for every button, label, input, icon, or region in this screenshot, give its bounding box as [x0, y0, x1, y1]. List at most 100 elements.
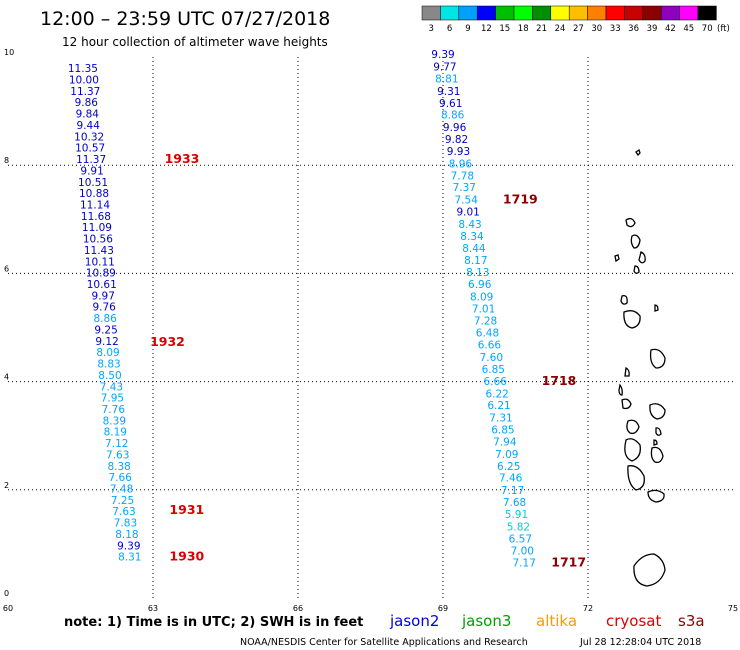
chart-subtitle: 12 hour collection of altimeter wave hei… [62, 35, 328, 49]
wave-height-label: 8.86 [441, 110, 465, 122]
color-scale-label: 39 [647, 24, 658, 34]
island-outline [649, 403, 666, 420]
color-scale-label: 15 [499, 24, 510, 34]
wave-height-label: 8.50 [98, 370, 121, 382]
wave-height-label: 9.91 [80, 165, 103, 177]
wave-height-label: 9.25 [94, 324, 117, 336]
wave-height-label: 6.48 [476, 328, 499, 340]
wave-height-label: 8.43 [458, 219, 481, 231]
wave-height-label: 10.57 [75, 143, 105, 155]
wave-height-label: 7.68 [503, 497, 526, 509]
wave-height-label: 8.39 [103, 415, 126, 427]
wave-height-label: 9.44 [77, 120, 101, 132]
wave-height-label: 9.31 [437, 86, 460, 98]
wave-height-label: 11.35 [68, 63, 98, 75]
footer-note: note: 1) Time is in UTC; 2) SWH is in fe… [64, 615, 363, 630]
track-right: 9.399.778.819.319.618.869.969.829.938.96… [431, 49, 586, 570]
color-scale-label: 27 [573, 24, 584, 34]
wave-height-label: 6.66 [484, 376, 508, 388]
time-label: 1717 [551, 555, 586, 570]
wave-height-label: 10.00 [69, 75, 99, 87]
island-outline [620, 295, 628, 305]
track-left: 11.3510.0011.379.869.849.4410.3210.5711.… [68, 63, 205, 564]
wave-height-label: 7.31 [489, 413, 512, 425]
color-scale-swatch [605, 5, 625, 21]
y-tick-label: 0 [4, 589, 9, 598]
wave-height-label: 11.37 [76, 154, 106, 166]
y-axis-ticks: 0 2 4 6 8 10 [4, 48, 14, 598]
wave-height-label: 6.85 [491, 425, 514, 437]
wave-height-label: 7.28 [474, 315, 497, 327]
wave-height-label: 7.66 [108, 472, 132, 484]
wave-height-label: 7.95 [101, 393, 124, 405]
wave-height-label: 7.00 [511, 546, 534, 558]
wave-height-label: 8.81 [435, 73, 458, 85]
wave-height-label: 11.43 [84, 245, 114, 257]
color-scale-label: 24 [555, 24, 566, 34]
wave-height-label: 9.61 [439, 98, 462, 110]
island-outline [647, 489, 665, 503]
wave-height-label: 7.78 [451, 170, 474, 182]
x-tick-label: 60 [3, 604, 13, 613]
wave-height-label: 6.25 [497, 461, 520, 473]
island-outline [655, 427, 662, 436]
x-tick-label: 63 [148, 604, 158, 613]
wave-height-label: 7.17 [501, 485, 524, 497]
island-outline [621, 398, 632, 410]
time-label: 1718 [542, 373, 577, 388]
color-scale-swatch [513, 5, 533, 21]
color-scale-label: 33 [610, 24, 621, 34]
color-scale-swatch [642, 5, 662, 21]
wave-height-label: 7.83 [114, 518, 137, 530]
x-axis-ticks: 60 63 66 69 72 75 [3, 604, 738, 613]
wave-height-label: 8.44 [462, 243, 486, 255]
island-outline [618, 383, 623, 396]
wave-height-label: 7.09 [495, 449, 518, 461]
color-scale-swatch [568, 5, 588, 21]
wave-height-label: 7.48 [110, 484, 133, 496]
x-tick-label: 69 [438, 604, 448, 613]
wave-height-color-scale: 3 6 9 12 15 18 21 24 27 30 33 36 39 42 45 70 [421, 5, 717, 34]
footer-timestamp: Jul 28 12:28:04 UTC 2018 [579, 637, 701, 648]
island-outline [653, 439, 658, 446]
wave-height-label: 8.86 [93, 313, 117, 325]
wave-height-label: 8.09 [470, 291, 493, 303]
wave-height-label: 8.31 [118, 552, 141, 564]
island-outline [624, 367, 630, 377]
color-scale-label: 18 [518, 24, 529, 34]
wave-height-label: 6.96 [468, 279, 492, 291]
color-scale-label: 42 [665, 24, 676, 34]
wave-height-label: 7.60 [480, 352, 503, 364]
color-scale-swatch [660, 5, 680, 21]
wave-height-label: 9.96 [443, 122, 467, 134]
plot-grid [8, 57, 733, 598]
wave-height-label: 7.17 [513, 558, 536, 570]
legend-item-jason3: jason3 [461, 612, 511, 630]
color-scale-swatch [550, 5, 570, 21]
color-scale-label: 6 [447, 24, 452, 34]
legend-item-s3a: s3a [678, 612, 705, 630]
wave-height-label: 10.32 [74, 131, 104, 143]
wave-height-label: 9.82 [445, 134, 468, 146]
island-outline [626, 419, 640, 435]
wave-height-label: 11.09 [82, 222, 112, 234]
wave-height-label: 8.83 [97, 359, 120, 371]
chart-title: 12:00 – 23:59 UTC 07/27/2018 [40, 8, 330, 30]
wave-height-label: 6.85 [482, 364, 505, 376]
color-scale-swatch [440, 5, 460, 21]
wave-height-label: 10.61 [87, 279, 117, 291]
wave-height-label: 8.18 [115, 529, 138, 541]
wave-height-label: 8.96 [449, 158, 473, 170]
y-tick-label: 4 [4, 373, 9, 382]
wave-height-label: 8.09 [96, 347, 119, 359]
color-scale-swatch [624, 5, 644, 21]
color-scale-label: 45 [683, 24, 694, 34]
wave-height-label: 9.39 [117, 540, 140, 552]
wave-height-label: 8.19 [104, 427, 127, 439]
wave-height-label: 11.37 [70, 86, 100, 98]
island-outline [623, 310, 641, 329]
color-scale-label: 12 [481, 24, 492, 34]
y-tick-label: 2 [4, 481, 9, 490]
wave-height-label: 9.76 [92, 302, 116, 314]
x-tick-label: 66 [293, 604, 303, 613]
